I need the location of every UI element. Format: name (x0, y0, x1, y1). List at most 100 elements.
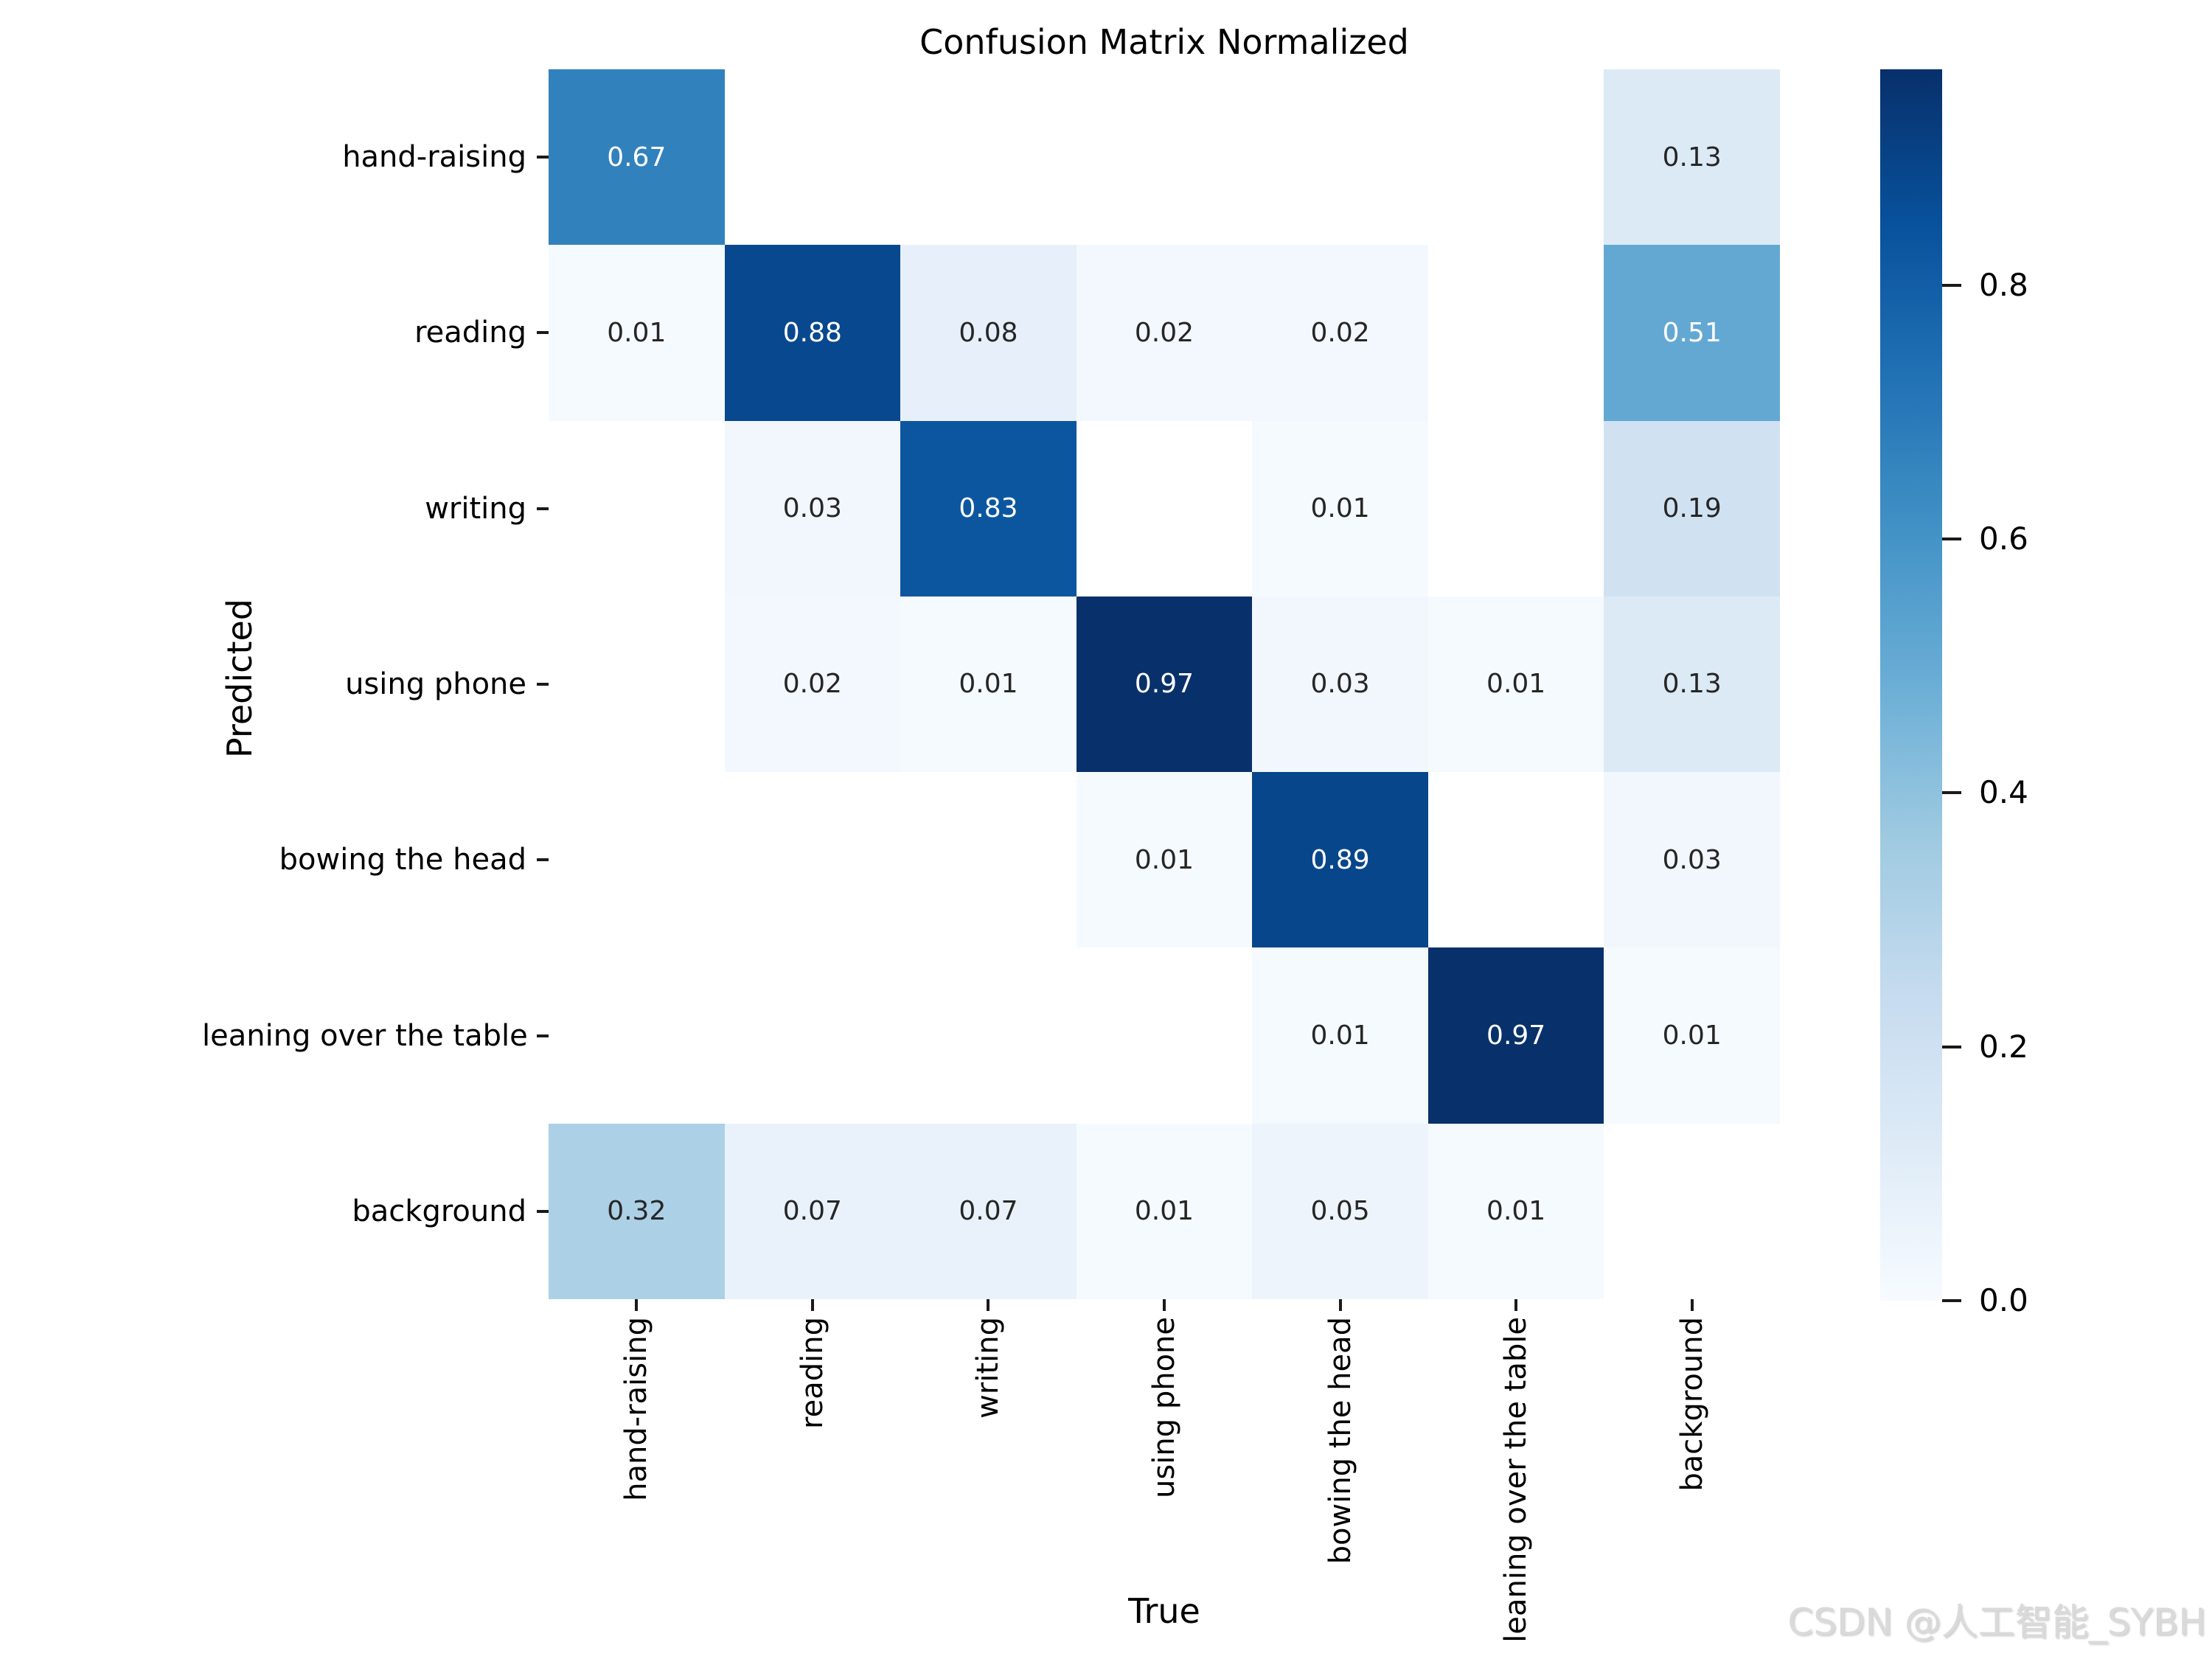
heatmap-cell: 0.02 (724, 596, 901, 773)
cell-value: 0.67 (607, 142, 667, 173)
colorbar (1880, 69, 1942, 1301)
cell-value: 0.19 (1662, 493, 1722, 524)
cell-value: 0.07 (782, 1196, 842, 1227)
heatmap-cell: 0.02 (1076, 245, 1253, 421)
heatmap-cell: 0.01 (1427, 1123, 1604, 1299)
y-tick-label: background (352, 1194, 526, 1228)
x-tick-label: using phone (1147, 1317, 1181, 1498)
x-tick-mark (1514, 1299, 1518, 1311)
heatmap-cell: 0.67 (549, 69, 725, 246)
colorbar-tick-label: 0.6 (1979, 521, 2028, 557)
heatmap-cell (900, 69, 1077, 246)
heatmap-cell: 0.03 (1252, 596, 1428, 773)
y-tick-mark (537, 1034, 549, 1037)
colorbar-tick-mark (1942, 1299, 1961, 1302)
heatmap-cell (724, 772, 901, 948)
cell-value: 0.32 (607, 1196, 667, 1227)
watermark: CSDN @人工智能_SYBH (1787, 1601, 2206, 1644)
heatmap-cell (1076, 947, 1253, 1124)
cell-value: 0.02 (1134, 317, 1194, 348)
heatmap-cell: 0.13 (1604, 596, 1780, 773)
x-tick-label: reading (795, 1317, 830, 1429)
heatmap-cell (1076, 420, 1253, 597)
colorbar-tick-label: 0.8 (1979, 266, 2028, 303)
heatmap-cell: 0.01 (1252, 420, 1428, 597)
heatmap-cell: 0.19 (1604, 420, 1780, 597)
cell-value: 0.01 (1134, 1196, 1194, 1227)
cell-value: 0.97 (1486, 1020, 1546, 1051)
heatmap-cell (549, 947, 725, 1124)
heatmap-cell (1427, 772, 1604, 948)
colorbar-tick-mark (1942, 1045, 1961, 1048)
x-tick-label: leaning over the table (1499, 1317, 1534, 1643)
heatmap-cell: 0.32 (549, 1123, 725, 1299)
y-tick-label: writing (425, 491, 526, 526)
colorbar-tick-mark (1942, 283, 1961, 287)
y-tick-label: bowing the head (279, 843, 526, 877)
x-tick-label: writing (971, 1317, 1006, 1419)
cell-value: 0.89 (1310, 844, 1370, 875)
cell-value: 0.03 (1310, 669, 1370, 700)
heatmap-cell: 0.01 (1076, 772, 1253, 948)
heatmap-cell (724, 947, 901, 1124)
heatmap-cell: 0.03 (1604, 772, 1780, 948)
x-tick-label: hand-raising (619, 1317, 654, 1501)
cell-value: 0.01 (1310, 493, 1370, 524)
heatmap-cell: 0.01 (549, 245, 725, 421)
cell-value: 0.97 (1134, 669, 1194, 700)
x-tick-mark (810, 1299, 814, 1311)
heatmap-cell: 0.01 (1252, 947, 1428, 1124)
heatmap-grid: 0.67 0.13 0.01 0.88 0.08 0.02 0.02 0.51 0.03 0.83… (549, 69, 1780, 1299)
heatmap-cell (1076, 69, 1253, 246)
cell-value: 0.03 (1662, 844, 1722, 875)
y-tick-mark (537, 858, 549, 862)
heatmap-cell: 0.08 (900, 245, 1077, 421)
heatmap-cell (1427, 420, 1604, 597)
cell-value: 0.01 (1486, 669, 1546, 700)
cell-value: 0.88 (782, 317, 842, 348)
heatmap-cell: 0.89 (1252, 772, 1428, 948)
heatmap-cell (900, 772, 1077, 948)
x-tick-mark (1338, 1299, 1342, 1311)
y-tick-mark (537, 331, 549, 335)
cell-value: 0.02 (782, 669, 842, 700)
x-tick-mark (1163, 1299, 1166, 1311)
y-tick-label: using phone (345, 667, 526, 701)
y-tick-mark (537, 683, 549, 686)
heatmap-cell: 0.02 (1252, 245, 1428, 421)
heatmap-cell: 0.51 (1604, 245, 1780, 421)
y-tick-label: reading (414, 316, 526, 350)
heatmap-cell: 0.88 (724, 245, 901, 421)
heatmap-cell (549, 596, 725, 773)
heatmap-cell: 0.13 (1604, 69, 1780, 246)
heatmap-cell (724, 69, 901, 246)
cell-value: 0.07 (959, 1196, 1018, 1227)
cell-value: 0.01 (1310, 1020, 1370, 1051)
y-tick-label: leaning over the table (202, 1018, 528, 1053)
y-tick-mark (537, 156, 549, 159)
x-tick-label: bowing the head (1323, 1317, 1357, 1565)
heatmap-cell: 0.01 (1427, 596, 1604, 773)
colorbar-tick-label: 0.4 (1979, 774, 2028, 811)
cell-value: 0.13 (1662, 669, 1722, 700)
cell-value: 0.05 (1310, 1196, 1370, 1227)
y-tick-mark (537, 507, 549, 510)
colorbar-tick-label: 0.0 (1979, 1282, 2028, 1318)
y-tick-label: hand-raising (342, 140, 526, 175)
heatmap-cell: 0.83 (900, 420, 1077, 597)
heatmap-cell: 0.01 (900, 596, 1077, 773)
heatmap-cell (1427, 69, 1604, 246)
heatmap-cell: 0.07 (724, 1123, 901, 1299)
x-axis-title: True (1128, 1591, 1200, 1631)
x-tick-mark (987, 1299, 990, 1311)
colorbar-tick-mark (1942, 538, 1961, 540)
y-tick-mark (537, 1209, 549, 1213)
cell-value: 0.83 (959, 493, 1018, 524)
chart-title: Confusion Matrix Normalized (919, 22, 1409, 62)
heatmap-cell: 0.01 (1076, 1123, 1253, 1299)
cell-value: 0.01 (607, 317, 667, 348)
cell-value: 0.01 (959, 669, 1018, 700)
cell-value: 0.01 (1134, 844, 1194, 875)
cell-value: 0.01 (1662, 1020, 1722, 1051)
